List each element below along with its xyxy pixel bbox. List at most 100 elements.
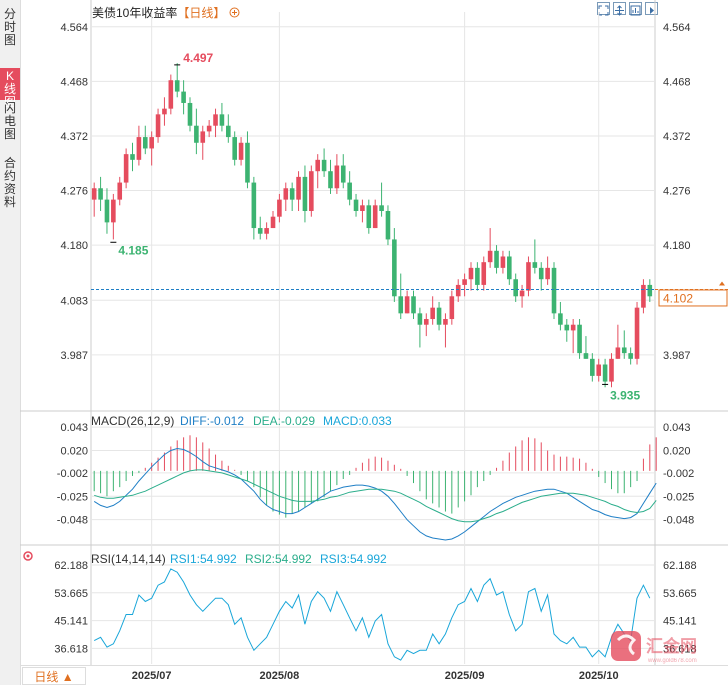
main-ytick-left: 4.372 [60,131,88,143]
candle [277,194,282,222]
candle [501,251,506,274]
candle-body [296,177,301,200]
macd-ytick-right: -0.025 [663,491,694,503]
candle [226,114,231,142]
candle-body [584,353,589,359]
rsi-ytick-left: 45.141 [54,616,88,628]
macd-ytick-right: 0.043 [663,422,691,434]
candle [456,279,461,302]
main-ytick-left: 4.276 [60,186,88,198]
candle [258,217,263,240]
candle-body [98,188,103,199]
main-ytick-left: 4.564 [60,22,88,34]
candle-body [373,205,378,228]
main-ytick-right: 4.372 [663,131,691,143]
candle-body [258,228,263,234]
period-select[interactable]: 日线 ▲ [22,667,86,685]
candle-body [277,200,282,217]
candle [98,177,103,211]
candle-body [309,171,314,211]
candle [252,177,257,240]
candle [558,302,563,330]
candle-body [392,239,397,296]
candle [296,171,301,211]
candle [488,228,493,268]
candle-body [469,268,474,279]
candle-body [303,177,308,211]
main-ytick-left: 4.468 [60,76,88,88]
candle-body [213,114,218,125]
candle-body [533,262,538,268]
candle [392,228,397,302]
candle-body [488,251,493,262]
candle-body [347,183,352,200]
macd-ytick-left: 0.043 [60,422,88,434]
rsi2-value: RSI2:54.992 [245,552,312,566]
candle-body [271,217,276,228]
candle-body [175,80,180,91]
candle [322,148,327,176]
candle [648,279,653,302]
candle-body [341,166,346,183]
candle [130,143,135,171]
macd-ytick-left: -0.048 [57,515,88,527]
main-ytick-right: 4.468 [663,76,691,88]
candle-body [494,251,499,268]
candle-body [437,308,442,325]
main-ytick-left: 4.180 [60,240,88,252]
candle [596,359,601,382]
candle [411,291,416,319]
candle-body [315,160,320,171]
main-ytick-right: 4.564 [663,22,691,34]
rsi-ytick-left: 36.618 [54,643,88,655]
candle [462,274,467,297]
candle-body [283,188,288,199]
candle-body [92,188,97,199]
candle-body [252,183,257,228]
candle-body [181,92,186,103]
candle [584,336,589,359]
candle [162,97,167,125]
main-ytick-left: 3.987 [60,350,88,362]
candle [552,262,557,319]
candle [283,183,288,211]
candle [264,222,269,239]
candle [609,353,614,387]
candle [616,325,621,359]
gear-icon[interactable] [24,552,32,560]
macd-ytick-right: -0.002 [663,468,694,480]
gear-icon-center [27,555,30,558]
candle [507,251,512,285]
candle-body [513,279,518,296]
candle-body [596,365,601,376]
candle-body [245,143,250,183]
candle [494,245,499,273]
candle-body [117,183,122,200]
candle-body [367,205,372,228]
candle-body [290,188,295,199]
candle-body [564,325,569,331]
rsi-ytick-left: 62.188 [54,560,88,572]
low-label-right: 3.935 [610,388,640,402]
candle-body [501,256,506,267]
candle [156,109,161,143]
candle [450,291,455,325]
macd-ytick-left: -0.002 [57,468,88,480]
candle-body [507,256,512,279]
candle [200,126,205,160]
candle [564,319,569,342]
period-select-label: 日线 ▲ [34,670,73,684]
macd-label: MACD(26,12,9) [91,414,174,428]
candle [628,347,633,364]
candle-body [322,160,327,171]
candle [443,313,448,347]
candle [105,188,110,233]
candle-body [481,262,486,285]
candle-body [577,325,582,353]
candle-body [545,268,550,279]
rsi-ytick-right: 53.665 [663,588,697,600]
candle [188,97,193,131]
rsi3-value: RSI3:54.992 [320,552,387,566]
candle [577,319,582,359]
